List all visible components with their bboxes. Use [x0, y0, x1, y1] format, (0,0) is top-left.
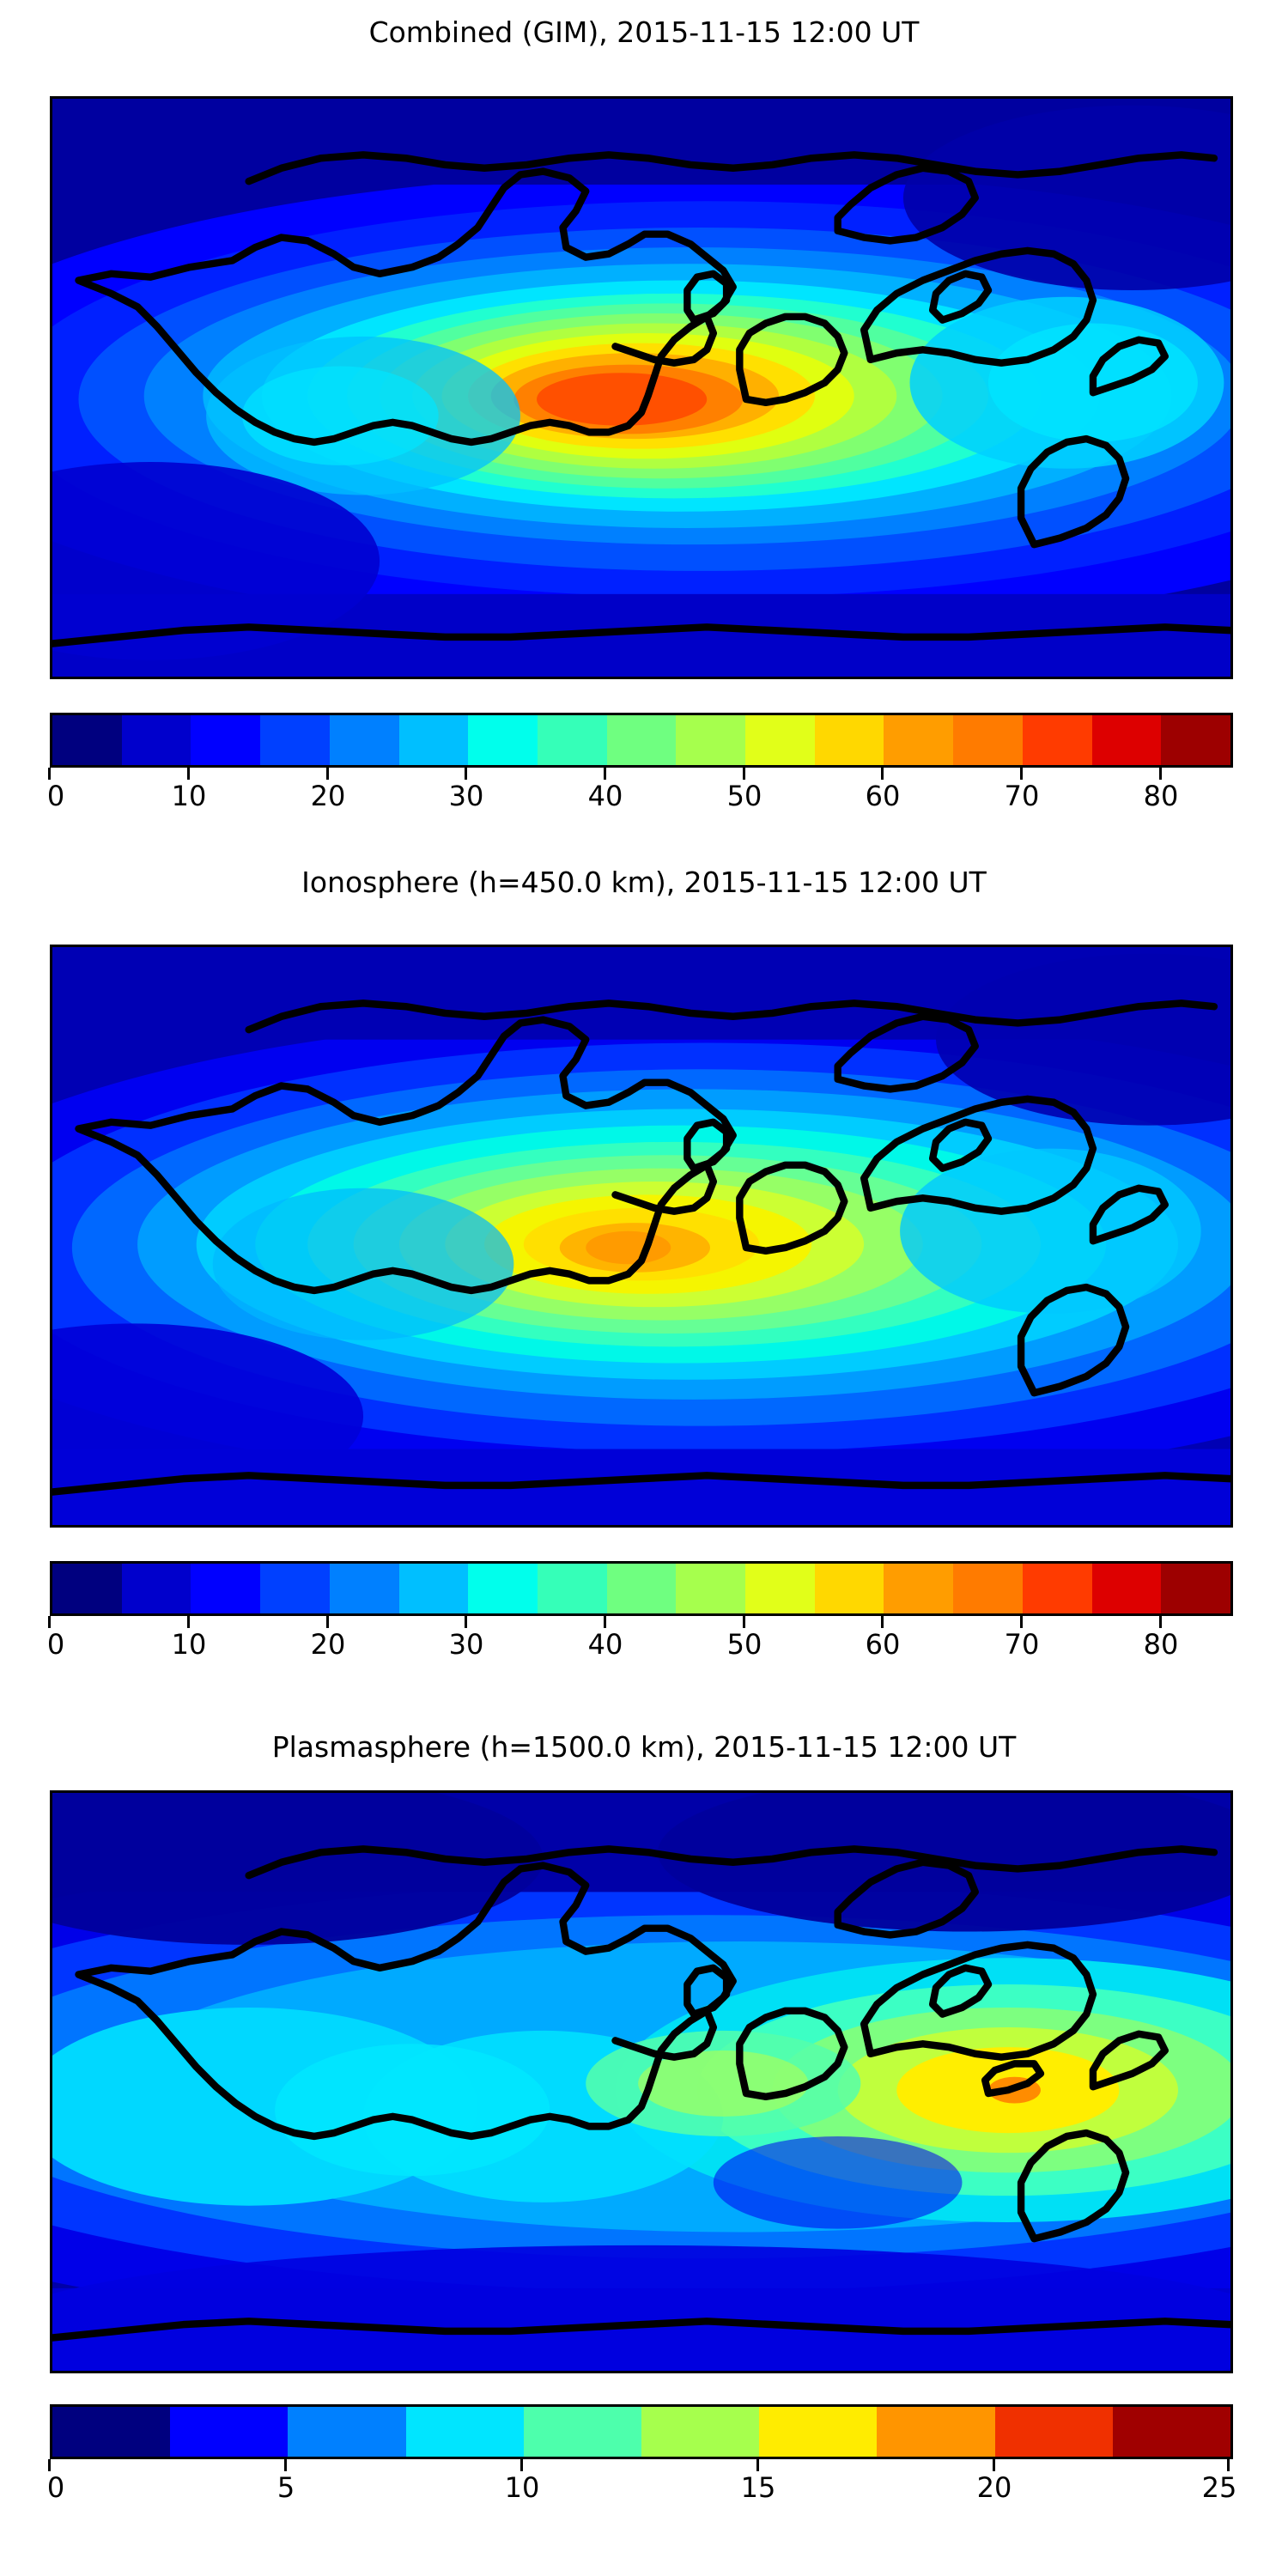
- colorbar-segment: [523, 2407, 642, 2457]
- colorbar-ionosphere-labels: 0 10 20 30 40 50 60 70 80: [47, 1628, 1230, 1666]
- colorbar-plasmasphere-axis: [47, 2459, 1230, 2471]
- colorbar-segment: [170, 2407, 289, 2457]
- colorbar-tick-label: 20: [310, 780, 346, 812]
- colorbar-segment: [953, 1564, 1023, 1613]
- colorbar-tick-label: 70: [1004, 1628, 1040, 1661]
- colorbar-segment: [52, 715, 122, 765]
- colorbar-tick-label: 40: [587, 1628, 623, 1661]
- colorbar-segment: [884, 1564, 954, 1613]
- colorbar-segment: [329, 715, 399, 765]
- colorbar-tick-label: 50: [726, 1628, 762, 1661]
- contour-fill-combined: [52, 99, 1230, 677]
- contour-fill-plasmasphere: [52, 1793, 1230, 2371]
- colorbar-segment: [121, 1564, 191, 1613]
- colorbar-segment: [1161, 715, 1230, 765]
- colorbar-segment: [329, 1564, 399, 1613]
- panel-plasmasphere: Plasmasphere (h=1500.0 km), 2015-11-15 1…: [0, 1704, 1288, 2576]
- colorbar-segment: [814, 1564, 884, 1613]
- colorbar-tick-label: 60: [865, 1628, 901, 1661]
- colorbar-segment: [260, 715, 330, 765]
- colorbar-segment: [745, 715, 815, 765]
- colorbar-segment: [398, 715, 469, 765]
- colorbar-tick-label: 0: [46, 780, 65, 812]
- colorbar-segment: [288, 2407, 406, 2457]
- colorbar-segment: [191, 715, 261, 765]
- panel-ionosphere: Ionosphere (h=450.0 km), 2015-11-15 12:0…: [0, 850, 1288, 1709]
- colorbar-segment: [468, 715, 538, 765]
- colorbar-segment: [398, 1564, 469, 1613]
- colorbar-segment: [1091, 715, 1162, 765]
- colorbar-tick-label: 10: [171, 780, 207, 812]
- colorbar-tick-label: 15: [740, 2471, 776, 2504]
- colorbar-segment: [814, 715, 884, 765]
- colorbar-segment: [606, 715, 677, 765]
- colorbar-tick-label: 20: [976, 2471, 1012, 2504]
- colorbar-plasmasphere: 0 5 10 15 20 25: [46, 2404, 1237, 2509]
- colorbar-segment: [52, 2407, 171, 2457]
- map-ionosphere: [50, 945, 1233, 1528]
- colorbar-combined: 0 10 20 30 40 50 60 70 80: [47, 713, 1233, 817]
- colorbar-segment: [606, 1564, 677, 1613]
- colorbar-segment: [877, 2407, 995, 2457]
- colorbar-segment: [537, 1564, 607, 1613]
- colorbar-tick-label: 25: [1201, 2471, 1237, 2504]
- colorbar-combined-labels: 0 10 20 30 40 50 60 70 80: [47, 780, 1230, 817]
- colorbar-ionosphere-axis: [47, 1616, 1230, 1628]
- panel-title-ionosphere: Ionosphere (h=450.0 km), 2015-11-15 12:0…: [301, 866, 987, 899]
- colorbar-tick-label: 40: [587, 780, 623, 812]
- colorbar-tick-label: 30: [448, 780, 484, 812]
- colorbar-plasmasphere-labels: 0 5 10 15 20 25: [46, 2471, 1237, 2509]
- colorbar-segment: [759, 2407, 878, 2457]
- colorbar-segment: [468, 1564, 538, 1613]
- colorbar-segment: [1161, 1564, 1230, 1613]
- panel-title-combined: Combined (GIM), 2015-11-15 12:00 UT: [368, 15, 920, 49]
- colorbar-ionosphere: 0 10 20 30 40 50 60 70 80: [47, 1561, 1233, 1666]
- colorbar-segment: [884, 715, 954, 765]
- colorbar-segment: [260, 1564, 330, 1613]
- colorbar-combined-axis: [47, 768, 1230, 780]
- colorbar-tick-label: 20: [310, 1628, 346, 1661]
- colorbar-tick-label: 30: [448, 1628, 484, 1661]
- colorbar-segment: [676, 1564, 746, 1613]
- colorbar-plasmasphere-gradient: [50, 2404, 1233, 2459]
- colorbar-segment: [1112, 2407, 1230, 2457]
- map-combined: [50, 96, 1233, 679]
- colorbar-segment: [537, 715, 607, 765]
- colorbar-ionosphere-gradient: [50, 1561, 1233, 1616]
- colorbar-segment: [953, 715, 1023, 765]
- panel-combined: Combined (GIM), 2015-11-15 12:00 UT: [0, 0, 1288, 859]
- colorbar-tick-label: 10: [171, 1628, 207, 1661]
- colorbar-segment: [676, 715, 746, 765]
- coastlines-combined: [52, 151, 1230, 647]
- colorbar-segment: [1022, 715, 1092, 765]
- colorbar-segment: [405, 2407, 524, 2457]
- colorbar-tick-label: 60: [865, 780, 901, 812]
- panel-title-plasmasphere: Plasmasphere (h=1500.0 km), 2015-11-15 1…: [271, 1730, 1017, 1764]
- colorbar-tick-label: 0: [46, 2471, 65, 2504]
- colorbar-segment: [121, 715, 191, 765]
- contour-fill-ionosphere: [52, 947, 1230, 1525]
- colorbar-segment: [1022, 1564, 1092, 1613]
- colorbar-combined-gradient: [50, 713, 1233, 768]
- colorbar-segment: [641, 2407, 760, 2457]
- colorbar-segment: [191, 1564, 261, 1613]
- colorbar-tick-label: 0: [46, 1628, 65, 1661]
- colorbar-segment: [994, 2407, 1113, 2457]
- colorbar-tick-label: 5: [276, 2471, 295, 2504]
- colorbar-tick-label: 70: [1004, 780, 1040, 812]
- map-plasmasphere: [50, 1790, 1233, 2373]
- colorbar-tick-label: 10: [504, 2471, 540, 2504]
- colorbar-tick-label: 80: [1143, 780, 1179, 812]
- coastlines-ionosphere: [52, 999, 1230, 1496]
- colorbar-segment: [1091, 1564, 1162, 1613]
- colorbar-tick-label: 50: [726, 780, 762, 812]
- colorbar-segment: [52, 1564, 122, 1613]
- coastlines-plasmasphere: [52, 1845, 1230, 2342]
- colorbar-segment: [745, 1564, 815, 1613]
- colorbar-tick-label: 80: [1143, 1628, 1179, 1661]
